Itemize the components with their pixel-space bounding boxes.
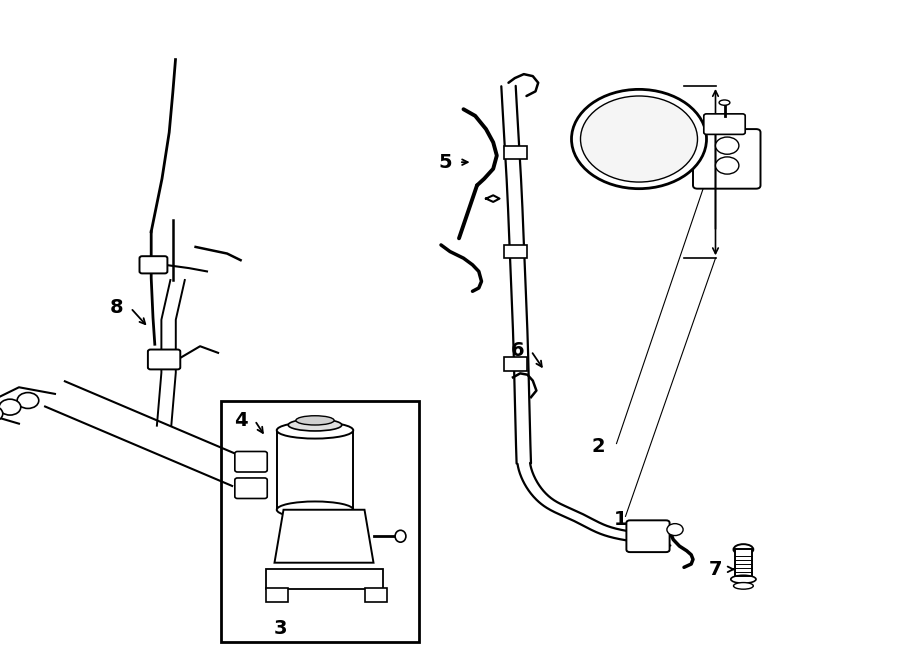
Circle shape [0,406,3,422]
Bar [504,245,526,258]
FancyBboxPatch shape [235,478,267,498]
FancyBboxPatch shape [148,350,180,369]
Circle shape [716,157,739,174]
Bar [735,549,752,579]
FancyBboxPatch shape [235,451,267,472]
Ellipse shape [277,422,353,439]
Bar [277,430,353,510]
Circle shape [716,137,739,154]
Ellipse shape [395,530,406,542]
Text: 7: 7 [709,560,722,579]
Circle shape [0,399,21,415]
Ellipse shape [734,583,753,589]
Circle shape [572,89,706,189]
Ellipse shape [288,419,342,431]
FancyBboxPatch shape [140,256,167,273]
Bar [266,588,288,602]
Ellipse shape [734,544,753,555]
Text: 1: 1 [614,510,628,529]
Text: 5: 5 [438,153,453,171]
Polygon shape [274,510,374,563]
Circle shape [580,96,698,182]
Circle shape [17,393,39,408]
Ellipse shape [719,100,730,105]
Bar [266,569,382,589]
Ellipse shape [296,416,334,425]
Bar [504,146,526,159]
Text: 6: 6 [510,342,525,360]
Text: 8: 8 [110,299,124,317]
Ellipse shape [731,575,756,583]
Text: 3: 3 [274,620,288,638]
Ellipse shape [277,502,353,518]
Text: 4: 4 [234,411,248,430]
FancyBboxPatch shape [704,114,745,134]
Text: 2: 2 [591,438,606,456]
Bar [364,588,387,602]
Circle shape [667,524,683,536]
FancyBboxPatch shape [626,520,670,552]
Bar [220,401,418,642]
FancyBboxPatch shape [693,129,760,189]
Bar [504,357,526,371]
